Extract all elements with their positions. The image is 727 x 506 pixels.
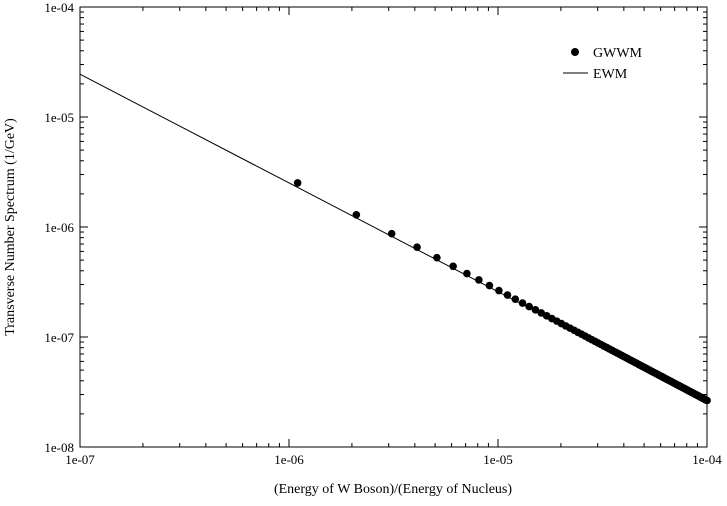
gwwm-point (495, 286, 503, 295)
y-tick-label: 1e-06 (44, 220, 74, 235)
x-axis-title: (Energy of W Boson)/(Energy of Nucleus) (274, 482, 512, 497)
gwwm-point (485, 281, 494, 290)
gwwm-point (449, 262, 457, 271)
gwwm-point (352, 211, 361, 219)
y-tick-label: 1e-08 (44, 440, 74, 455)
y-tick-label: 1e-05 (44, 110, 74, 125)
gwwm-point (503, 291, 512, 299)
y-axis-ticks: 1e-08 1e-07 1e-06 1e-05 1e-04 (44, 0, 707, 455)
gwwm-series (293, 179, 711, 405)
legend-ewm-label: EWM (593, 67, 628, 82)
gwwm-point (511, 295, 520, 304)
y-tick-label: 1e-04 (44, 0, 74, 15)
gwwm-point (293, 179, 302, 187)
gwwm-point (703, 396, 711, 405)
y-tick-label: 1e-07 (44, 330, 74, 345)
gwwm-point (433, 253, 441, 262)
gwwm-point (413, 243, 421, 251)
gwwm-point (463, 269, 471, 278)
gwwm-point (387, 229, 396, 238)
x-tick-label: 1e-07 (65, 452, 95, 467)
gwwm-point (525, 302, 533, 311)
x-tick-label: 1e-04 (692, 452, 722, 467)
gwwm-point (475, 276, 483, 284)
x-tick-label: 1e-05 (483, 452, 513, 467)
legend-gwwm-label: GWWM (593, 46, 643, 61)
gwwm-point (518, 299, 527, 307)
gwwm-point (531, 306, 540, 314)
x-axis-ticks: 1e-07 1e-06 1e-05 1e-04 (65, 7, 722, 467)
x-tick-label: 1e-06 (274, 452, 304, 467)
legend: GWWM EWM (563, 46, 643, 82)
y-axis-title: Transverse Number Spectrum (1/GeV) (3, 118, 18, 336)
legend-gwwm-marker (571, 48, 579, 56)
